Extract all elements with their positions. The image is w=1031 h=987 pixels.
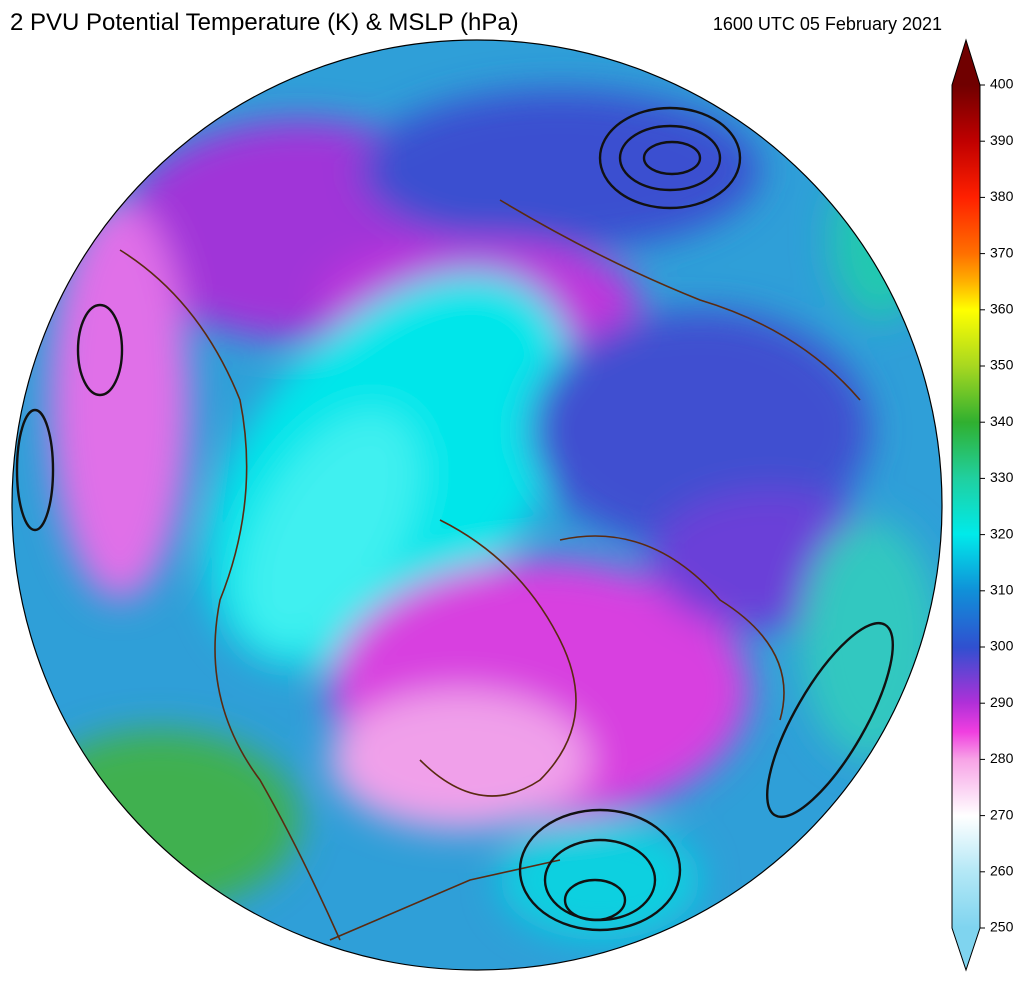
colorbar-max-arrow [952,40,980,85]
colorbar-tick-label: 280 [990,750,1014,766]
colorbar-tick-label: 250 [990,919,1014,935]
colorbar-tick-label: 360 [990,301,1014,317]
date: 1600 UTC 05 February 2021 [713,14,942,34]
colorbar-tick-label: 390 [990,132,1014,148]
colorbar-tick-label: 290 [990,694,1014,710]
colorbar-tick-label: 260 [990,863,1014,879]
colorbar-tick-label: 270 [990,806,1014,822]
colorbar-fill [952,85,980,928]
colorbar-tick-label: 330 [990,469,1014,485]
colorbar-tick-label: 370 [990,244,1014,260]
colorbar-tick-label: 310 [990,582,1014,598]
colorbar-tick-label: 400 [990,76,1014,92]
map [12,40,942,970]
colorbar-tick-label: 380 [990,188,1014,204]
colorbar-min-arrow [952,928,980,970]
colorbar: 250 260 270 280 290 300 310 320 330 340 350 360 370 3… [951,38,1014,972]
colorbar-tick-label: 350 [990,357,1014,373]
colorbar-tick-label: 340 [990,413,1014,429]
map-border [11,39,943,971]
colorbar-tick-label: 300 [990,638,1014,654]
colorbar-tick-label: 320 [990,525,1014,541]
title: 2 PVU Potential Temperature (K) & MSLP (… [10,9,519,36]
